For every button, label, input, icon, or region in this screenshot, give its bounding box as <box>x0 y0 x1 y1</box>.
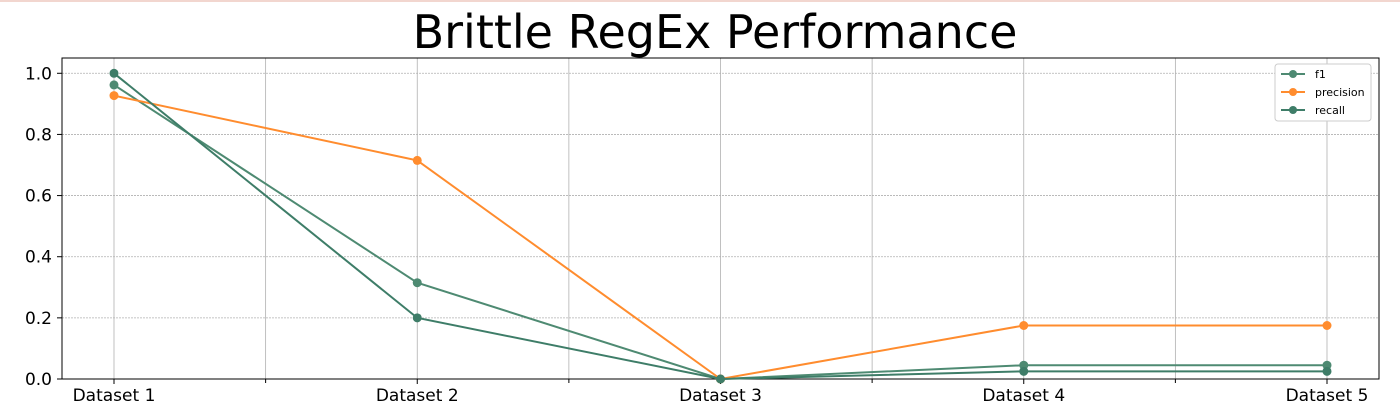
data-point-recall <box>716 374 725 384</box>
data-point-precision <box>109 91 119 101</box>
y-tick-label: 0.6 <box>25 187 52 207</box>
legend-label: precision <box>1315 86 1365 99</box>
legend-marker <box>1289 88 1297 96</box>
x-tick-label: Dataset 2 <box>376 386 459 406</box>
y-tick-label: 0.4 <box>25 248 52 268</box>
data-point-recall <box>109 68 119 78</box>
chart-title: Brittle RegEx Performance <box>413 5 1018 59</box>
x-tick-label: Dataset 5 <box>1286 386 1369 406</box>
top-border-line <box>0 0 1400 2</box>
legend-label: f1 <box>1315 68 1326 81</box>
y-tick-label: 0.0 <box>25 370 52 390</box>
data-point-precision <box>1019 321 1029 330</box>
data-point-precision <box>1322 321 1332 330</box>
legend-marker <box>1289 106 1297 114</box>
data-point-recall <box>412 313 422 323</box>
data-point-f1 <box>109 80 119 90</box>
y-tick-label: 0.8 <box>25 125 52 145</box>
legend-item-f1: f1 <box>1281 68 1326 81</box>
series-recall <box>109 68 1332 384</box>
legend-label: recall <box>1315 104 1345 117</box>
data-point-precision <box>412 155 422 165</box>
data-point-recall <box>1322 366 1332 376</box>
y-tick-label: 0.2 <box>25 309 52 329</box>
legend-marker <box>1289 70 1297 78</box>
x-tick-label: Dataset 3 <box>679 386 762 406</box>
x-tick-label: Dataset 4 <box>982 386 1065 406</box>
data-point-f1 <box>412 278 422 288</box>
axes: 0.0 0.2 0.4 0.6 0.8 1.0 Dataset 1 Dataset 2 Data… <box>25 57 1380 406</box>
x-tick-label: Dataset 1 <box>73 386 156 406</box>
legend-item-recall: recall <box>1281 104 1345 117</box>
legend-box <box>1274 63 1372 122</box>
legend: f1 precision recall <box>1274 63 1372 122</box>
series-lines <box>109 68 1332 384</box>
data-point-recall <box>1019 366 1029 376</box>
y-tick-label: 1.0 <box>25 64 52 84</box>
legend-item-precision: precision <box>1281 86 1365 99</box>
grid <box>62 58 1379 380</box>
